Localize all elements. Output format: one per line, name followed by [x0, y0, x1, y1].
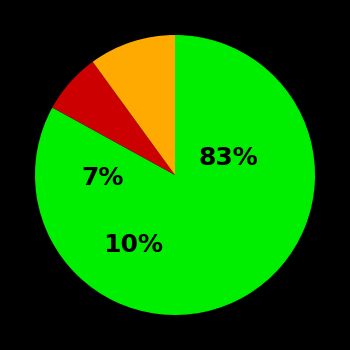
Wedge shape	[35, 35, 315, 315]
Wedge shape	[93, 35, 175, 175]
Wedge shape	[52, 62, 175, 175]
Text: 7%: 7%	[81, 166, 124, 190]
Text: 10%: 10%	[103, 233, 163, 257]
Text: 83%: 83%	[198, 146, 258, 170]
